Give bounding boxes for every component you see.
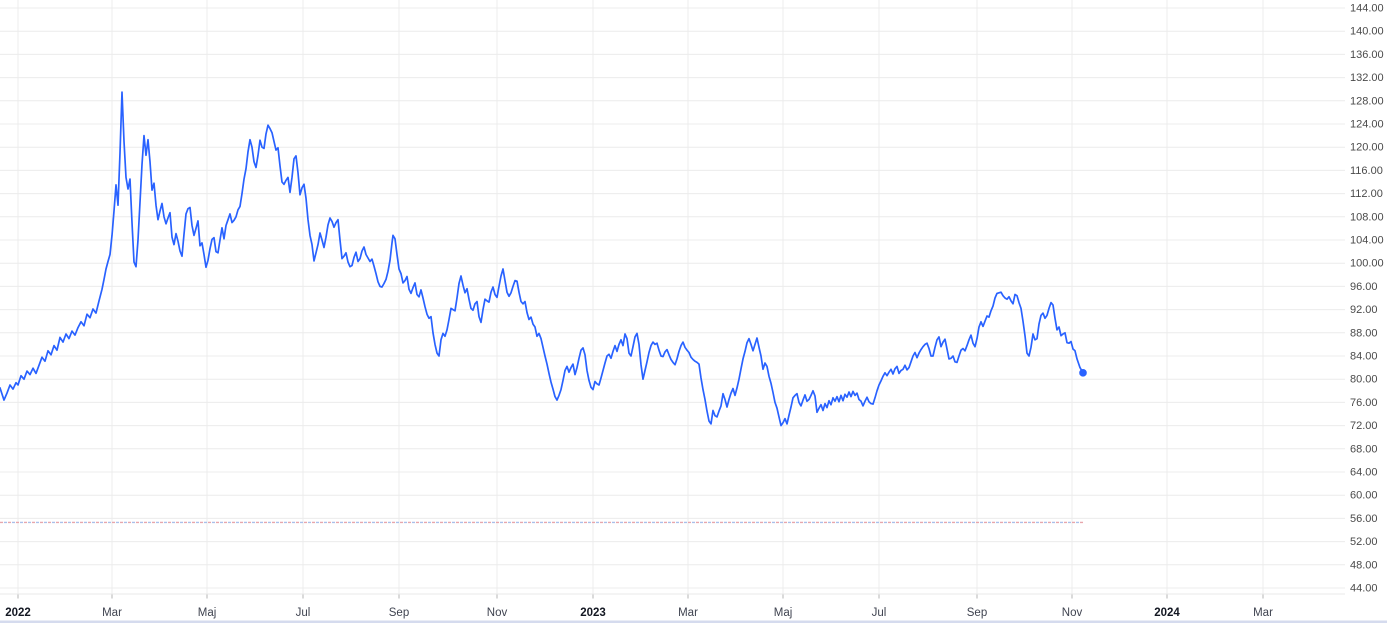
horizontal-gridlines bbox=[0, 7, 1345, 589]
time-axis-label: Mar bbox=[1253, 607, 1273, 619]
price-axis-label: 56.00 bbox=[1350, 513, 1378, 525]
time-axis-label: Sep bbox=[967, 607, 987, 619]
price-axis-label: 44.00 bbox=[1350, 583, 1378, 595]
price-axis-label: 68.00 bbox=[1350, 443, 1378, 455]
price-axis-label: 48.00 bbox=[1350, 559, 1378, 571]
price-axis-label: 136.00 bbox=[1350, 49, 1384, 61]
price-axis-label: 92.00 bbox=[1350, 304, 1378, 316]
price-axis-label: 132.00 bbox=[1350, 72, 1384, 84]
price-axis-label: 72.00 bbox=[1350, 420, 1378, 432]
price-axis-label: 76.00 bbox=[1350, 397, 1378, 409]
price-axis-label: 120.00 bbox=[1350, 142, 1384, 154]
price-line-series bbox=[0, 91, 1084, 427]
price-axis-label: 96.00 bbox=[1350, 281, 1378, 293]
price-axis[interactable]: 144.00 140.00 136.00 132.00 128.00 124.00 120.… bbox=[1350, 3, 1384, 595]
time-axis-label: 2022 bbox=[5, 607, 31, 619]
price-axis-label: 52.00 bbox=[1350, 536, 1378, 548]
time-axis-label: Maj bbox=[198, 607, 217, 619]
price-axis-label: 60.00 bbox=[1350, 490, 1378, 502]
price-axis-label: 124.00 bbox=[1350, 119, 1384, 131]
last-price-dot bbox=[1079, 369, 1087, 377]
time-axis-label: Jul bbox=[296, 607, 311, 619]
time-axis-label: 2024 bbox=[1154, 607, 1180, 619]
price-axis-label: 144.00 bbox=[1350, 3, 1384, 15]
time-axis-label: Mar bbox=[678, 607, 698, 619]
time-axis-label: Sep bbox=[389, 607, 409, 619]
price-axis-label: 108.00 bbox=[1350, 211, 1384, 223]
price-axis-label: 140.00 bbox=[1350, 26, 1384, 38]
price-axis-label: 84.00 bbox=[1350, 351, 1378, 363]
price-axis-label: 128.00 bbox=[1350, 95, 1384, 107]
time-axis-label: Mar bbox=[102, 607, 122, 619]
price-axis-label: 116.00 bbox=[1350, 165, 1383, 177]
time-axis-label: Nov bbox=[1062, 607, 1083, 619]
price-axis-label: 112.00 bbox=[1350, 188, 1383, 200]
time-axis-label: Jul bbox=[872, 607, 887, 619]
price-line bbox=[0, 91, 1084, 427]
widget-bottom-border bbox=[0, 620, 1387, 623]
vertical-gridlines bbox=[17, 0, 1264, 594]
time-axis[interactable]: 2022 Mar Maj Jul Sep Nov 2023 Mar Maj Jul Sep Nov 20… bbox=[0, 593, 1345, 619]
price-axis-label: 100.00 bbox=[1350, 258, 1384, 270]
time-axis-label: Maj bbox=[774, 607, 793, 619]
price-axis-label: 104.00 bbox=[1350, 235, 1384, 247]
time-axis-label: 2023 bbox=[580, 607, 606, 619]
price-axis-label: 80.00 bbox=[1350, 374, 1378, 386]
time-axis-label: Nov bbox=[487, 607, 508, 619]
price-axis-label: 64.00 bbox=[1350, 467, 1378, 479]
price-axis-label: 88.00 bbox=[1350, 327, 1378, 339]
last-price-marker bbox=[1079, 369, 1087, 377]
